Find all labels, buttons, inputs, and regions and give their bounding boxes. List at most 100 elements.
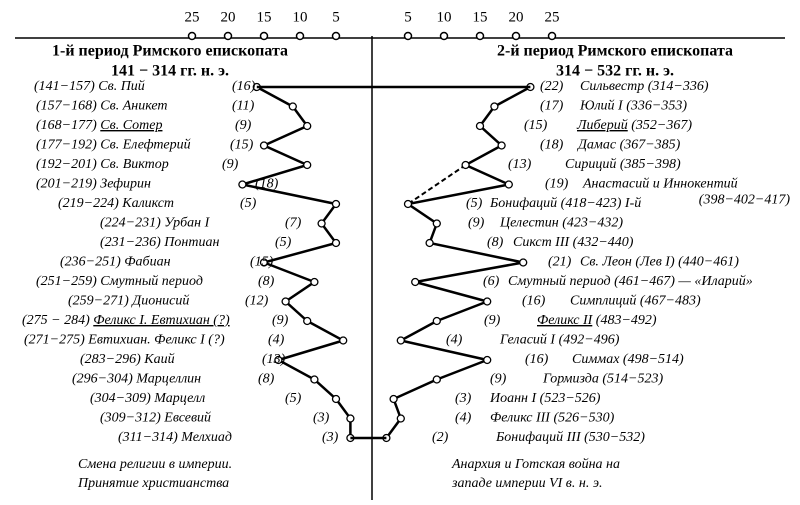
dates: (514−523)	[602, 372, 663, 387]
value-label: (13)	[262, 352, 286, 367]
value-label: (13)	[508, 157, 532, 172]
dates: (440−461)	[678, 255, 739, 270]
value-label: (18)	[255, 177, 279, 192]
tenure-point	[432, 375, 441, 384]
dates: (432−440)	[573, 235, 634, 250]
panel-title: 1-й период Римского епископата	[52, 43, 288, 60]
bishop-label: Дамас (367−385)	[576, 138, 681, 153]
dates: (219−224)	[58, 196, 119, 211]
value-label: (18)	[540, 138, 564, 153]
tick-mark	[223, 31, 233, 41]
bishop-label: (251−259) Смутный период	[36, 274, 203, 289]
tenure-point	[303, 316, 312, 326]
value-label: (16)	[522, 294, 546, 309]
bishop-name: Целестин	[499, 216, 559, 231]
bishop-name: Евсевий	[163, 411, 211, 426]
value-label: (9)	[222, 157, 239, 172]
dates: (251−259)	[36, 274, 97, 289]
tenure-point	[259, 141, 269, 150]
dates: (304−309)	[90, 391, 151, 406]
x-tick-label: 15	[257, 9, 272, 25]
value-label: (11)	[232, 99, 255, 114]
tenure-point	[483, 355, 492, 365]
bishop-label: Сильвестр (314−336)	[580, 79, 709, 94]
value-label: (3)	[313, 411, 330, 426]
dates: (483−492)	[596, 313, 657, 328]
value-label: (16)	[232, 79, 256, 94]
dates: (492−496)	[559, 333, 620, 348]
value-label: (15)	[250, 255, 274, 270]
dates: (314−336)	[648, 79, 709, 94]
x-tick-label: 10	[437, 9, 452, 25]
bishop-name: Гормизда	[542, 372, 599, 387]
value-label: (4)	[268, 333, 285, 348]
bishop-name: Св. Виктор	[100, 157, 168, 172]
bishop-label: Св. Леон (Лев I) (440−461)	[580, 255, 739, 270]
bishop-name: Евтихиан. Феликс I (?)	[87, 333, 225, 348]
bishop-label: (141−157) Св. Пий	[34, 79, 145, 94]
bishop-name: Анастасий и Иннокентий	[582, 177, 738, 192]
tenure-point	[310, 277, 319, 287]
tick-mark	[547, 31, 557, 41]
tick-mark	[331, 31, 341, 41]
tenure-point	[288, 102, 297, 111]
x-tick-label: 5	[404, 9, 412, 25]
bishop-name: Симмах	[572, 352, 620, 367]
tenure-point	[317, 219, 326, 228]
dates: (385−398)	[620, 157, 681, 172]
value-label: (8)	[487, 235, 504, 250]
value-label: (21)	[548, 255, 572, 270]
bishop-name: Смутный период	[508, 274, 611, 289]
x-tick-label: 15	[473, 9, 488, 25]
bishop-label: (311−314) Мелхиад	[118, 430, 232, 445]
bishop-name: Сильвестр	[580, 79, 644, 94]
bishop-label: (219−224) Каликст	[58, 196, 174, 211]
bishop-name: Марцеллин	[135, 372, 201, 387]
tenure-point	[432, 219, 441, 228]
value-label: (5)	[240, 196, 257, 211]
bishop-label: (231−236) Понтиан	[100, 235, 219, 250]
tenure-point	[396, 336, 405, 345]
panel-subtitle: 141 − 314 гг. н. э.	[111, 63, 229, 80]
bishop-name: Урбан I	[164, 216, 210, 231]
x-tick-label: 25	[185, 9, 200, 25]
note: Анархия и Готская война на	[451, 457, 620, 472]
tenure-line	[385, 85, 531, 439]
tenure-point	[331, 394, 341, 404]
bishop-name: Зефирин	[100, 177, 151, 192]
bishop-label: (275 − 284) Феликс I. Евтихиан (?)	[22, 313, 230, 328]
tenure-point	[339, 336, 348, 345]
tenure-point	[497, 141, 506, 150]
bishop-name: Дионисий	[130, 294, 189, 309]
dates: (296−304)	[72, 372, 133, 387]
bishop-label: Юлий I (336−353)	[579, 99, 687, 114]
dates: (236−251)	[60, 255, 121, 270]
value-label: (9)	[235, 118, 252, 133]
bishop-label: Геласий I (492−496)	[499, 333, 620, 348]
tick-mark	[511, 31, 521, 41]
bishop-label: Феликс II (483−492)	[537, 313, 657, 328]
value-label: (22)	[540, 79, 564, 94]
x-tick-label: 5	[332, 9, 340, 25]
bishop-label: Либерий (352−367)	[576, 118, 692, 133]
value-label: (16)	[525, 352, 549, 367]
value-label: (5)	[466, 196, 483, 211]
value-label: (12)	[245, 294, 269, 309]
tenure-point	[483, 297, 492, 306]
bishop-name: Марцелл	[153, 391, 205, 406]
value-label: (3)	[322, 430, 339, 445]
bishop-label: Сикст III (432−440)	[513, 235, 634, 250]
tenure-point	[504, 180, 513, 189]
bishop-label: (283−296) Каий	[80, 352, 175, 367]
bishop-label: (259−271) Дионисий	[68, 294, 189, 309]
bishop-label: Феликс III (526−530)	[490, 411, 615, 426]
value-label: (17)	[540, 99, 564, 114]
bishop-label: Бонифаций (418−423) I-й	[489, 196, 641, 211]
tenure-point	[331, 199, 341, 209]
value-label: (8)	[258, 274, 275, 289]
dates: (283−296)	[80, 352, 141, 367]
panel-title: 2-й период Римского епископата	[497, 43, 733, 60]
note: Смена религии в империи.	[78, 457, 232, 472]
bishop-name: Сикст III	[513, 235, 571, 250]
bishop-label: (271−275) Евтихиан. Феликс I (?)	[24, 333, 225, 348]
